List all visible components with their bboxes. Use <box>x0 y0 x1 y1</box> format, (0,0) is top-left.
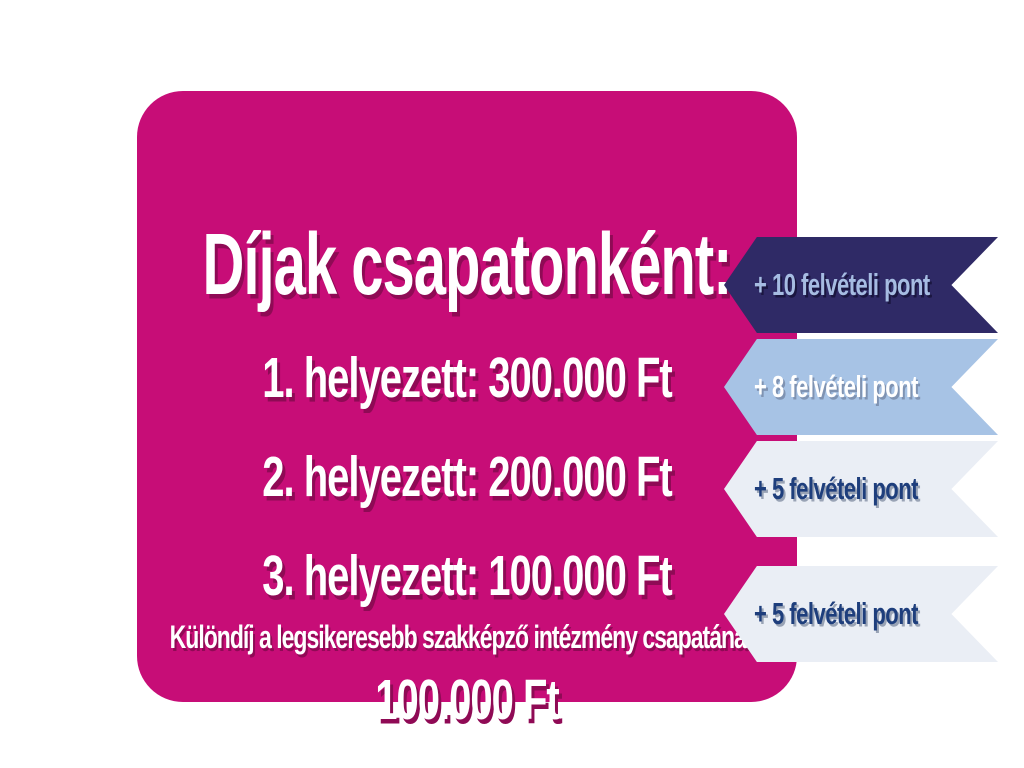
rank2-label: 2. helyezett: 200.000 Ft <box>262 446 673 509</box>
special-ribbon: + 5 felvételi pont <box>724 566 998 662</box>
rank1-ribbon: + 10 felvételi pont <box>724 237 998 333</box>
special-badge-label: + 5 felvételi pont <box>754 595 919 631</box>
rank2-badge-label: + 8 felvételi pont <box>754 368 919 404</box>
special-prize-label: Különdíj a legsikeresebb szakképző intéz… <box>169 617 766 655</box>
special-amount-row: 100.000 Ft <box>137 669 797 731</box>
rank2-ribbon: + 8 felvételi pont <box>724 339 998 435</box>
special-prize-row: Különdíj a legsikeresebb szakképző intéz… <box>137 617 797 655</box>
rank3-badge-label: + 5 felvételi pont <box>754 470 919 506</box>
rank3-ribbon: + 5 felvételi pont <box>724 441 998 537</box>
special-amount-label: 100.000 Ft <box>375 669 559 732</box>
rank3-label: 3. helyezett: 100.000 Ft <box>262 545 673 608</box>
rank1-label: 1. helyezett: 300.000 Ft <box>262 347 673 410</box>
rank1-row: 1. helyezett: 300.000 Ft <box>137 347 797 409</box>
prize-card: Díjak csapatonként: 1. helyezett: 300.00… <box>137 91 797 732</box>
rank3-row: 3. helyezett: 100.000 Ft <box>137 545 797 607</box>
rank1-badge-label: + 10 felvételi pont <box>754 266 930 302</box>
slide-title: Díjak csapatonként: <box>137 215 797 313</box>
rank2-row: 2. helyezett: 200.000 Ft <box>137 446 797 508</box>
slide-title-text: Díjak csapatonként: <box>202 215 733 313</box>
